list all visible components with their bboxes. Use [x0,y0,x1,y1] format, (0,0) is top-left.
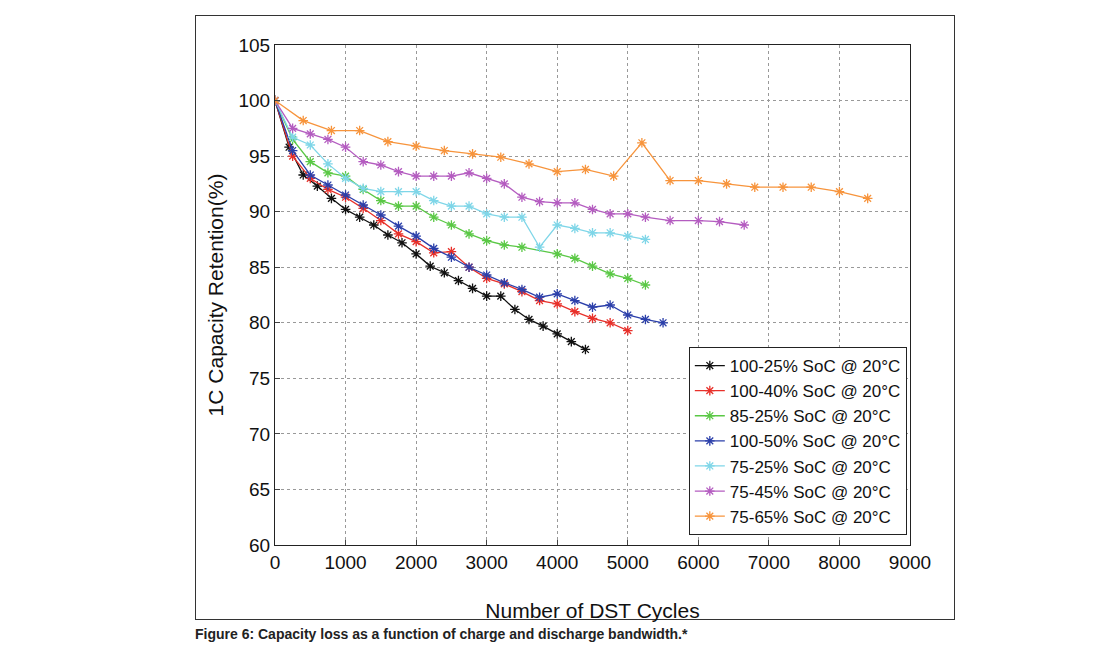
svg-text:80: 80 [249,312,270,333]
svg-text:75-65% SoC @ 20°C: 75-65% SoC @ 20°C [730,508,891,527]
svg-text:75-25% SoC @ 20°C: 75-25% SoC @ 20°C [730,458,891,477]
svg-text:7000: 7000 [748,552,790,573]
svg-text:100-50% SoC @ 20°C: 100-50% SoC @ 20°C [730,432,901,451]
svg-text:75-45% SoC @ 20°C: 75-45% SoC @ 20°C [730,483,891,502]
svg-text:5000: 5000 [607,552,649,573]
svg-text:6000: 6000 [677,552,719,573]
svg-text:100-40% SoC @ 20°C: 100-40% SoC @ 20°C [730,382,901,401]
svg-text:100-25% SoC @ 20°C: 100-25% SoC @ 20°C [730,357,901,376]
svg-text:4000: 4000 [536,552,578,573]
svg-text:70: 70 [249,424,270,445]
svg-text:105: 105 [238,35,270,56]
svg-text:65: 65 [249,479,270,500]
svg-text:90: 90 [249,201,270,222]
svg-text:75: 75 [249,368,270,389]
svg-text:85-25% SoC @ 20°C: 85-25% SoC @ 20°C [730,407,891,426]
svg-text:Number of DST Cycles: Number of DST Cycles [485,599,699,622]
svg-text:3000: 3000 [466,552,508,573]
svg-text:100: 100 [238,90,270,111]
svg-text:9000: 9000 [889,552,931,573]
svg-text:0: 0 [270,552,281,573]
svg-text:2000: 2000 [395,552,437,573]
svg-text:8000: 8000 [818,552,860,573]
svg-text:1C Capacity Retention(%): 1C Capacity Retention(%) [204,174,227,417]
svg-text:95: 95 [249,146,270,167]
svg-text:85: 85 [249,257,270,278]
html-text:Figure 6: Capacity loss as a f: Figure 6: Capacity loss as a function of… [195,626,688,642]
svg-text:1000: 1000 [324,552,366,573]
svg-text:60: 60 [249,535,270,556]
